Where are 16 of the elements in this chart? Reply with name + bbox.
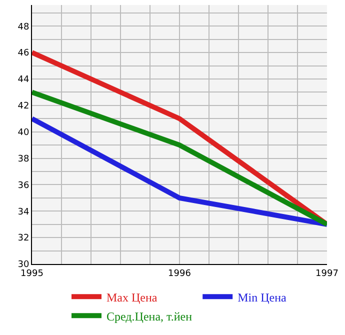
legend-label: Сред.Цена, т.йен xyxy=(106,309,193,324)
y-tick-label: 46 xyxy=(18,48,30,59)
legend-label: Min Цена xyxy=(238,290,288,304)
y-tick-label: 38 xyxy=(18,154,30,164)
y-tick-label: 36 xyxy=(18,180,30,191)
x-tick-label: 1996 xyxy=(168,268,192,279)
y-tick-label: 42 xyxy=(18,102,30,112)
y-tick-label: 44 xyxy=(18,75,30,86)
legend-label: Max Цена xyxy=(106,290,158,304)
x-tick-label: 1995 xyxy=(20,268,44,279)
y-tick-label: 40 xyxy=(18,128,30,138)
x-tick-label: 1997 xyxy=(316,268,338,279)
y-tick-label: 34 xyxy=(18,207,30,218)
y-tick-label: 32 xyxy=(18,234,30,244)
y-tick-label: 48 xyxy=(18,22,30,32)
y-tick-label: 30 xyxy=(18,260,30,270)
